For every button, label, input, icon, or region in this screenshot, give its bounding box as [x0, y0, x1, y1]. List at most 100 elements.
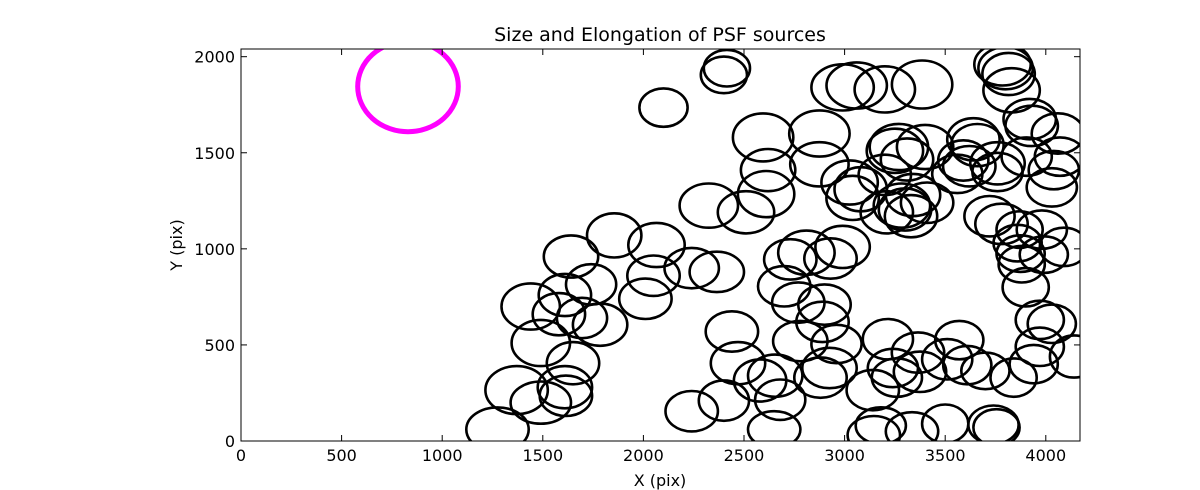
x-axis-ticks: 0 500 1000 1500 2000 2500 3000 3500 4000	[236, 49, 1066, 465]
psf-source-ellipse	[1025, 166, 1079, 208]
psf-ellipses	[465, 49, 1080, 441]
psf-source-ellipse	[825, 174, 881, 222]
psf-source-ellipse	[895, 123, 955, 171]
psf-source-ellipse	[892, 350, 948, 394]
y-axis-label: Y (pix)	[167, 219, 186, 271]
x-tick-label: 2000	[623, 446, 664, 465]
psf-source-ellipse	[626, 221, 686, 269]
psf-source-ellipse	[663, 246, 721, 290]
psf-source-ellipse	[536, 364, 594, 410]
psf-source-ellipse	[933, 319, 985, 361]
psf-source-ellipse	[936, 139, 990, 183]
psf-source-ellipse	[542, 234, 600, 279]
psf-source-ellipse	[736, 169, 796, 219]
psf-source-ellipse	[890, 59, 954, 110]
psf-source-ellipse	[538, 374, 594, 418]
psf-source-ellipse	[638, 87, 689, 129]
psf-source-ellipse	[704, 309, 760, 353]
psf-source-ellipse	[555, 296, 609, 340]
psf-source-ellipse	[1030, 112, 1080, 155]
psf-source-ellipse	[1048, 334, 1080, 379]
psf-source-ellipse	[465, 406, 530, 441]
x-tick-label: 2500	[724, 446, 765, 465]
psf-source-ellipse	[949, 122, 1005, 168]
psf-source-ellipse	[899, 181, 955, 225]
psf-source-ellipse	[762, 237, 818, 281]
psf-source-ellipse	[716, 189, 776, 235]
reference-marker-group	[355, 49, 461, 135]
psf-source-ellipse	[776, 229, 836, 277]
plot-frame	[240, 48, 1081, 442]
psf-source-ellipse	[1038, 226, 1080, 268]
psf-source-ellipse	[854, 406, 908, 441]
psf-source-ellipse	[753, 378, 807, 422]
x-tick-label: 1000	[422, 446, 463, 465]
psf-source-ellipse	[995, 234, 1047, 274]
psf-source-ellipse	[510, 318, 572, 368]
y-tick-label: 2000	[194, 48, 235, 67]
psf-source-ellipse	[884, 410, 940, 441]
psf-source-ellipse	[625, 254, 681, 298]
x-tick-label: 3500	[925, 446, 966, 465]
psf-source-ellipse	[846, 414, 902, 441]
chart-title: Size and Elongation of PSF sources	[494, 24, 826, 46]
psf-source-ellipse	[810, 323, 863, 365]
psf-source-ellipse	[787, 109, 851, 158]
psf-source-ellipse	[545, 340, 601, 386]
psf-source-ellipse	[960, 351, 1011, 391]
x-tick-label: 1500	[522, 446, 563, 465]
x-axis-label: X (pix)	[634, 471, 687, 490]
psf-source-ellipse	[739, 147, 797, 193]
psf-source-ellipse	[879, 137, 935, 182]
psf-source-ellipse	[884, 172, 942, 218]
psf-source-ellipse	[564, 262, 618, 306]
y-tick-label: 1500	[194, 144, 235, 163]
psf-source-ellipse	[1033, 136, 1080, 178]
psf-source-ellipse	[800, 346, 858, 390]
psf-source-ellipse	[1004, 104, 1060, 148]
psf-source-ellipse	[678, 182, 740, 230]
psf-source-ellipse	[509, 380, 573, 426]
psf-source-ellipse	[920, 337, 974, 381]
psf-source-ellipse	[617, 277, 673, 321]
psf-source-ellipse	[890, 331, 946, 375]
psf-source-ellipse	[794, 300, 850, 344]
psf-source-ellipse	[731, 112, 795, 163]
x-tick-label: 4000	[1025, 446, 1066, 465]
psf-source-ellipse	[1000, 136, 1054, 178]
psf-source-ellipse	[941, 144, 997, 188]
psf-source-ellipse	[746, 353, 804, 399]
psf-source-ellipse	[1014, 326, 1066, 368]
psf-source-ellipse	[585, 211, 643, 259]
x-tick-label: 500	[326, 446, 357, 465]
x-tick-label: 3000	[824, 446, 865, 465]
psf-source-ellipse	[820, 159, 880, 206]
psf-source-ellipse	[968, 140, 1026, 186]
psf-source-ellipse	[853, 65, 917, 114]
reference-psf-ellipse	[355, 49, 461, 135]
psf-source-ellipse	[746, 409, 802, 441]
psf-source-ellipse	[531, 291, 587, 337]
psf-source-ellipse	[688, 250, 746, 294]
psf-source-ellipse	[883, 193, 939, 239]
psf-source-ellipse	[945, 116, 1001, 162]
plot-area-background	[240, 48, 1081, 442]
psf-source-ellipse	[825, 61, 889, 110]
psf-source-ellipse	[981, 51, 1037, 97]
psf-source-ellipse	[870, 357, 924, 399]
psf-source-ellipse	[963, 194, 1016, 238]
y-tick-label: 0	[225, 432, 235, 451]
psf-source-ellipse	[1026, 303, 1078, 345]
psf-source-ellipse	[865, 127, 925, 175]
y-tick-label: 500	[204, 336, 235, 355]
psf-source-ellipse	[1008, 343, 1060, 385]
psf-source-ellipse	[989, 357, 1039, 399]
psf-source-ellipse	[788, 140, 850, 188]
psf-source-ellipse	[702, 49, 752, 88]
y-tick-label: 1000	[194, 240, 235, 259]
psf-source-ellipse	[1015, 209, 1069, 251]
y-axis-ticks: 0 500 1000 1500 2000	[194, 48, 1080, 451]
psf-source-ellipse	[972, 407, 1021, 441]
psf-source-ellipse	[709, 340, 767, 386]
